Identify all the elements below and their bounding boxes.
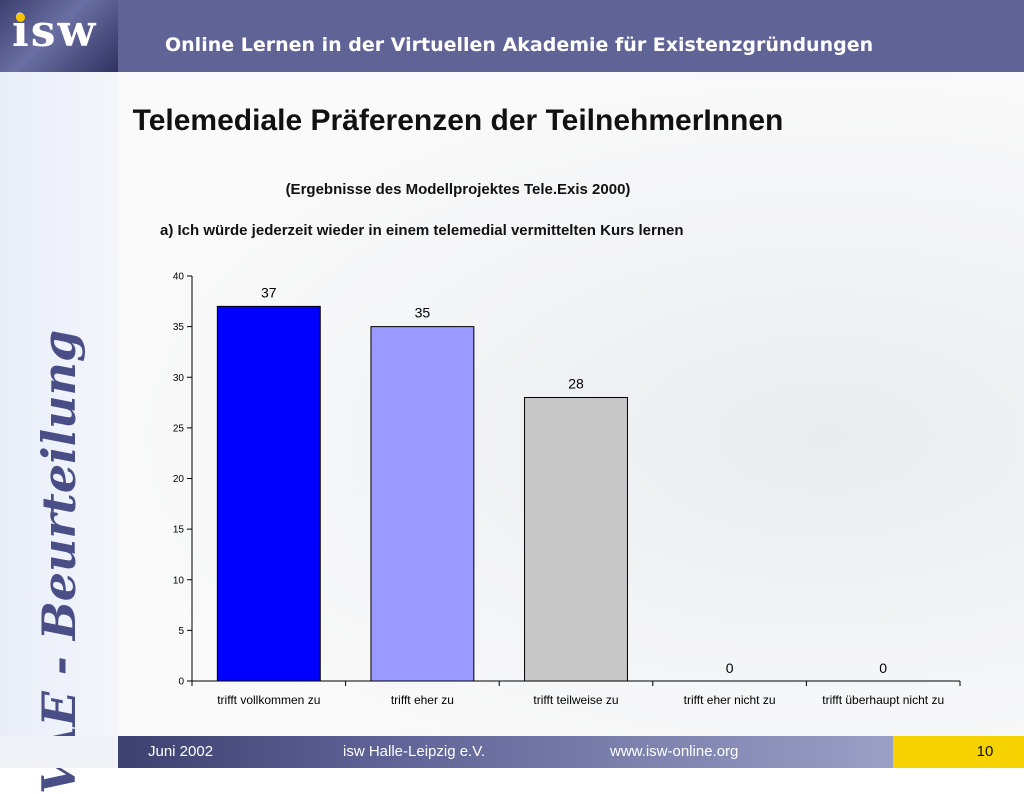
y-tick-label: 25	[173, 423, 185, 434]
header-title: Online Lernen in der Virtuellen Akademie…	[165, 34, 874, 56]
x-tick-label: trifft eher zu	[391, 693, 454, 707]
y-tick-label: 40	[173, 272, 185, 283]
footer-url[interactable]: www.isw-online.org	[610, 743, 739, 760]
y-tick-label: 30	[173, 373, 185, 384]
footer-bar	[118, 736, 1024, 768]
isw-logo: isw	[0, 0, 118, 72]
data-label: 28	[568, 376, 584, 392]
header-bar: isw Online Lernen in der Virtuellen Akad…	[0, 0, 1024, 72]
y-tick-label: 15	[173, 525, 185, 536]
footer-org: isw Halle-Leipzig e.V.	[343, 743, 486, 760]
sidebar-vertical-title: VAE - Beurteilung	[32, 329, 86, 794]
data-label: 0	[879, 660, 887, 676]
footer-left-strip	[0, 736, 118, 768]
y-tick-label: 35	[173, 322, 185, 333]
x-tick-label: trifft vollkommen zu	[217, 693, 320, 707]
x-tick-label: trifft überhaupt nicht zu	[822, 693, 944, 707]
footer-page-box	[893, 736, 1024, 768]
logo-text: isw	[12, 6, 98, 57]
slide-subtitle: (Ergebnisse des Modellprojektes Tele.Exi…	[285, 181, 631, 198]
data-label: 37	[261, 284, 277, 300]
footer-date: Juni 2002	[148, 743, 214, 760]
y-tick-label: 0	[178, 677, 184, 688]
y-tick-label: 10	[173, 575, 185, 586]
data-label: 0	[726, 660, 734, 676]
sidebar: VAE - Beurteilung	[0, 72, 118, 794]
bar	[216, 305, 321, 682]
slide-title: Telemediale Präferenzen der TeilnehmerIn…	[132, 104, 784, 137]
bar	[524, 397, 628, 682]
bar-chart: 0 5 10 15 20 25 30 35 40 37 trifft vollkommen zu 35…	[173, 272, 961, 707]
x-tick-label: trifft teilweise zu	[533, 693, 618, 707]
footer-page-number: 10	[976, 743, 994, 760]
data-label: 35	[415, 305, 431, 321]
x-tick-label: trifft eher nicht zu	[684, 693, 776, 707]
logo-dot-icon	[16, 13, 25, 22]
y-tick-label: 20	[173, 474, 185, 485]
y-tick-label: 5	[178, 626, 184, 637]
chart-question: a) Ich würde jederzeit wieder in einem t…	[160, 222, 684, 239]
bar	[370, 326, 475, 682]
